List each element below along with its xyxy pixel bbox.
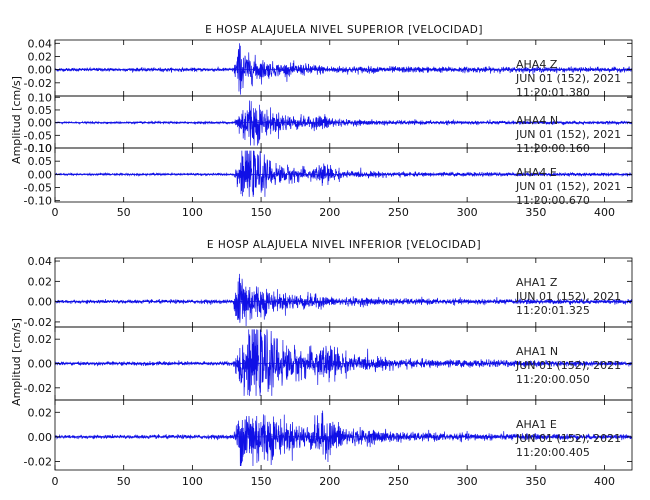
y-tick-label: 0.02 — [28, 50, 53, 63]
date-label: JUN 01 (152), 2021 — [515, 128, 621, 141]
x-tick-label: 400 — [594, 475, 615, 488]
x-tick-label: 200 — [319, 475, 340, 488]
y-tick-label: 0.00 — [28, 117, 53, 130]
y-tick-label: -0.05 — [24, 182, 52, 195]
x-tick-label: 300 — [457, 206, 478, 219]
station-component-label: AHA4 Z — [516, 58, 558, 71]
y-tick-label: -0.02 — [24, 77, 52, 90]
y-tick-label: 0.02 — [28, 333, 53, 346]
waveform-trace — [54, 150, 633, 197]
time-label: 11:20:00.160 — [516, 142, 590, 155]
x-tick-label: 300 — [457, 475, 478, 488]
x-tick-label: 250 — [388, 206, 409, 219]
time-label: 11:20:00.670 — [516, 194, 590, 207]
station-component-label: AHA1 E — [516, 418, 557, 431]
y-tick-label: 0.10 — [28, 142, 53, 155]
date-label: JUN 01 (152), 2021 — [515, 359, 621, 372]
chart-title: E HOSP ALAJUELA NIVEL INFERIOR [VELOCIDA… — [207, 239, 481, 251]
y-tick-label: 0.00 — [28, 358, 53, 371]
x-tick-label: 200 — [319, 206, 340, 219]
waveform-trace — [54, 100, 633, 146]
chart-group-inferior: E HOSP ALAJUELA NIVEL INFERIOR [VELOCIDA… — [10, 239, 633, 488]
y-tick-label: -0.10 — [24, 195, 52, 208]
station-component-label: AHA4 E — [516, 166, 557, 179]
station-component-label: AHA1 Z — [516, 276, 558, 289]
x-tick-label: 100 — [182, 475, 203, 488]
y-tick-label: 0.00 — [28, 431, 53, 444]
x-tick-label: 350 — [525, 475, 546, 488]
chart-group-superior: E HOSP ALAJUELA NIVEL SUPERIOR [VELOCIDA… — [10, 24, 633, 219]
x-tick-label: 50 — [117, 206, 131, 219]
x-tick-label: 150 — [251, 475, 272, 488]
y-tick-label: 0.02 — [28, 275, 53, 288]
x-tick-label: 0 — [52, 206, 59, 219]
y-tick-label: 0.05 — [28, 104, 53, 117]
date-label: JUN 01 (152), 2021 — [515, 72, 621, 85]
y-tick-label: -0.02 — [24, 382, 52, 395]
y-axis-label: Amplitud [cm/s] — [10, 76, 23, 164]
y-tick-label: -0.05 — [24, 129, 52, 142]
x-tick-label: 250 — [388, 475, 409, 488]
panel-frame — [54, 147, 633, 203]
waveform-trace — [54, 273, 633, 326]
y-tick-label: 0.10 — [28, 91, 53, 104]
x-tick-label: 50 — [117, 475, 131, 488]
y-tick-label: 0.05 — [28, 155, 53, 168]
station-component-label: AHA1 N — [516, 345, 558, 358]
y-tick-label: 0.02 — [28, 406, 53, 419]
y-tick-label: 0.00 — [28, 296, 53, 309]
time-label: 11:20:00.050 — [516, 373, 590, 386]
y-axis-label: Amplitud [cm/s] — [10, 318, 23, 406]
date-label: JUN 01 (152), 2021 — [515, 290, 621, 303]
date-label: JUN 01 (152), 2021 — [515, 180, 621, 193]
y-tick-label: 0.04 — [28, 37, 53, 50]
station-component-label: AHA4 N — [516, 114, 558, 127]
x-tick-label: 150 — [251, 206, 272, 219]
x-tick-label: 0 — [52, 475, 59, 488]
time-label: 11:20:01.325 — [516, 304, 590, 317]
y-tick-label: -0.02 — [24, 455, 52, 468]
y-tick-label: 0.04 — [28, 255, 53, 268]
time-label: 11:20:01.380 — [516, 86, 590, 99]
chart-title: E HOSP ALAJUELA NIVEL SUPERIOR [VELOCIDA… — [205, 24, 483, 36]
panel-frame — [54, 399, 633, 471]
x-tick-label: 400 — [594, 206, 615, 219]
y-tick-label: 0.00 — [28, 64, 53, 77]
x-tick-label: 100 — [182, 206, 203, 219]
x-tick-label: 350 — [525, 206, 546, 219]
y-tick-label: -0.02 — [24, 316, 52, 329]
y-tick-label: 0.00 — [28, 168, 53, 181]
date-label: JUN 01 (152), 2021 — [515, 432, 621, 445]
time-label: 11:20:00.405 — [516, 446, 590, 459]
y-tick-label: -0.10 — [24, 142, 52, 155]
